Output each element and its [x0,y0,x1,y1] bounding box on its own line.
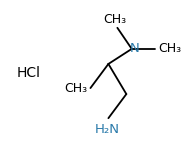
Text: N: N [130,42,139,55]
Text: CH₃: CH₃ [158,42,181,55]
Text: CH₃: CH₃ [103,13,126,26]
Text: CH₃: CH₃ [65,82,88,95]
Text: H₂N: H₂N [95,123,120,136]
Text: HCl: HCl [17,66,41,80]
